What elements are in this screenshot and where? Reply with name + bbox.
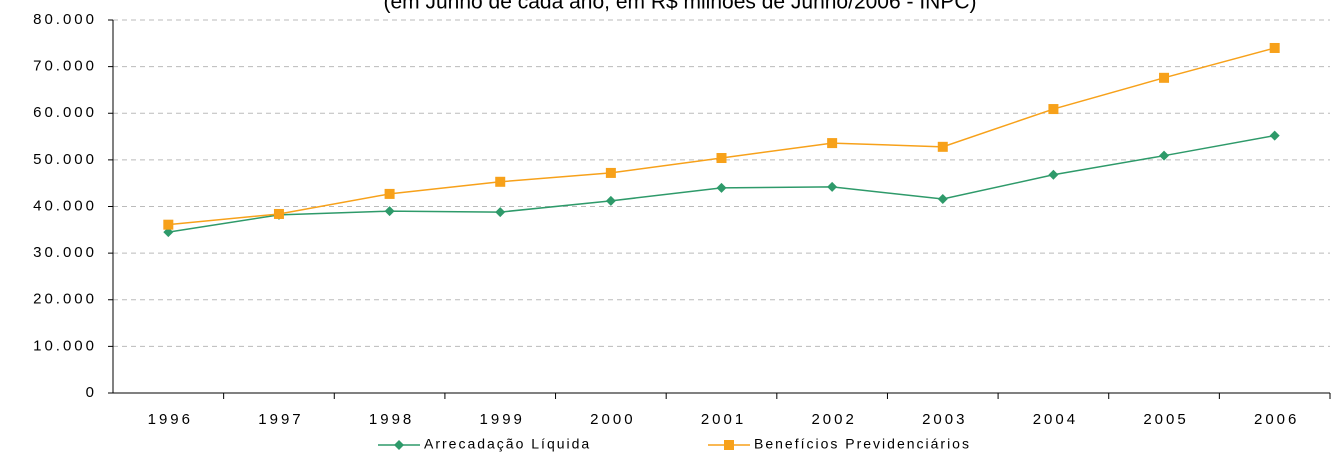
data-point	[716, 182, 727, 193]
x-tick-label: 1998	[369, 411, 414, 428]
chart-subtitle: (em Junho de cada ano, em R$ milhões de …	[384, 0, 977, 14]
x-tick-label: 1996	[148, 411, 193, 428]
data-point	[495, 207, 506, 218]
x-tick-label: 2006	[1254, 411, 1299, 428]
data-point	[827, 138, 838, 149]
data-point	[273, 208, 284, 219]
x-tick-label: 2005	[1143, 411, 1188, 428]
x-tick-label: 2003	[922, 411, 967, 428]
data-point	[716, 153, 727, 164]
x-tick-label: 1999	[480, 411, 525, 428]
y-tick-label: 20.000	[33, 291, 97, 308]
y-tick-label: 30.000	[33, 244, 97, 261]
data-point	[827, 181, 838, 192]
data-point	[1269, 42, 1280, 53]
data-point	[937, 194, 948, 205]
legend-marker	[724, 440, 734, 450]
legend-label: Arrecadação Líquida	[424, 436, 591, 452]
legend-label: Benefícios Previdenciários	[754, 436, 971, 452]
y-tick-label: 0	[86, 384, 97, 401]
y-tick-label: 10.000	[33, 337, 97, 354]
data-point	[1048, 104, 1059, 115]
data-point	[937, 141, 948, 152]
x-tick-label: 2004	[1033, 411, 1078, 428]
y-tick-label: 40.000	[33, 197, 97, 214]
data-point	[1048, 169, 1059, 180]
x-tick-label: 2002	[811, 411, 856, 428]
data-point	[1269, 130, 1280, 141]
data-point	[384, 206, 395, 217]
data-point	[495, 176, 506, 187]
series-line	[168, 47, 1275, 226]
y-tick-label: 80.000	[33, 11, 97, 28]
legend-marker	[394, 440, 404, 450]
data-point	[605, 167, 616, 178]
data-point	[605, 195, 616, 206]
x-tick-label: 2000	[590, 411, 635, 428]
x-tick-label: 1997	[258, 411, 303, 428]
data-point	[1159, 72, 1170, 83]
y-tick-label: 70.000	[33, 58, 97, 75]
data-point	[163, 219, 174, 230]
x-tick-label: 2001	[701, 411, 746, 428]
data-point	[384, 188, 395, 199]
data-point	[1159, 150, 1170, 161]
y-tick-label: 50.000	[33, 151, 97, 168]
y-tick-label: 60.000	[33, 104, 97, 121]
